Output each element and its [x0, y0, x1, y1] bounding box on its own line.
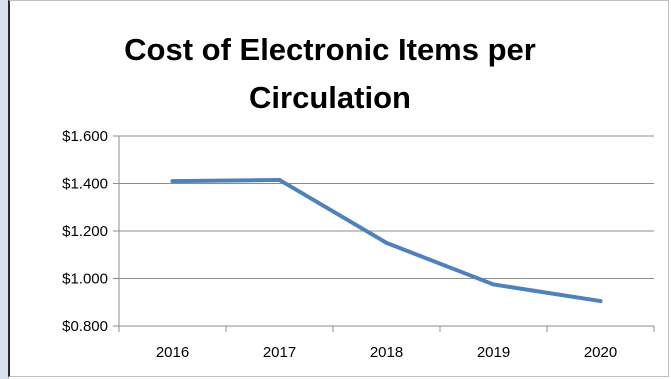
chart-title: Cost of Electronic Items per Circulation — [124, 32, 536, 115]
data-point — [170, 179, 175, 184]
y-tick-label: $1.000 — [62, 271, 108, 288]
data-point — [491, 282, 496, 287]
data-point — [598, 299, 603, 304]
x-tick-label: 2020 — [584, 344, 617, 361]
series-line — [170, 177, 603, 304]
series-group — [170, 177, 603, 304]
y-tick-label: $0.800 — [62, 318, 108, 335]
x-tick-label: 2019 — [477, 344, 510, 361]
x-tick-label: 2017 — [263, 344, 296, 361]
x-tick-label: 2018 — [370, 344, 403, 361]
y-tick-label: $1.400 — [62, 176, 108, 193]
y-axis-ticks: $1.600 $1.400 $1.200 $1.000 $0.800 — [62, 128, 119, 335]
x-axis-ticks: 2016 2017 2018 2019 2020 — [118, 326, 655, 361]
data-point — [277, 177, 282, 182]
chart-area — [8, 0, 669, 377]
data-point — [384, 240, 389, 245]
y-tick-label: $1.200 — [62, 223, 108, 240]
x-tick-label: 2016 — [156, 344, 189, 361]
y-tick-label: $1.600 — [62, 128, 108, 145]
